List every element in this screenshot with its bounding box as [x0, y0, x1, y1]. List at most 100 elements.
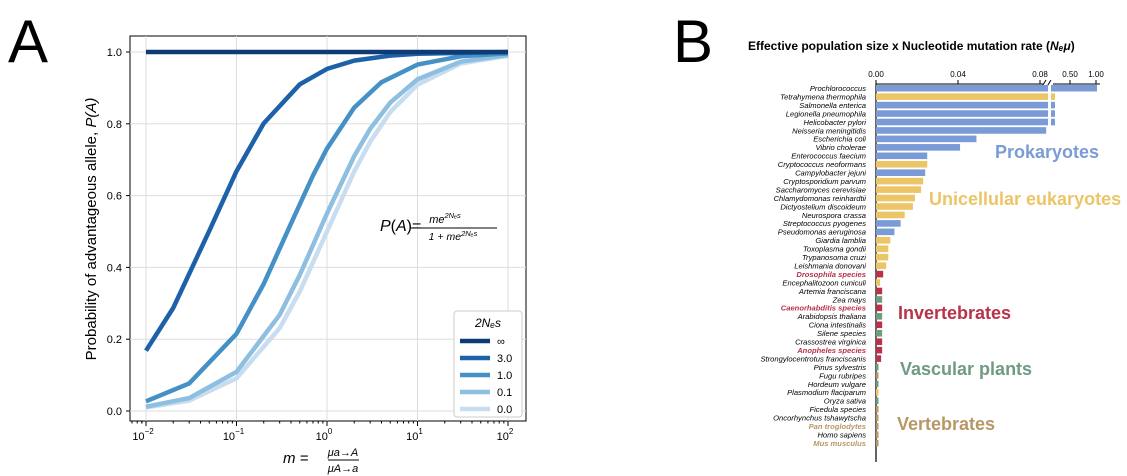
x-tick-label: 100: [316, 427, 333, 443]
x-axis-label: m = μa→A μA→a: [283, 447, 359, 475]
bar-x-tick-label: 0.00: [868, 70, 884, 79]
bar: [876, 287, 883, 295]
species-label: Oryza sativa: [824, 397, 866, 406]
bar: [876, 346, 883, 354]
x-tick-base: 10: [316, 431, 328, 443]
y-tick-label: 0.4: [107, 262, 122, 274]
legend-title: 2Nₑs: [474, 316, 501, 330]
series-line: [145, 51, 509, 404]
plot-a-series: [144, 49, 509, 410]
group-label: Invertebrates: [898, 303, 1011, 323]
species-label: Neurospora crassa: [802, 211, 866, 220]
legend-label: 0.1: [497, 387, 512, 399]
bar: [876, 84, 1048, 92]
legend: 2Nₑs ∞ 3.0 1.0 0.1 0.0: [453, 310, 523, 418]
species-label: Helicobacter pylori: [804, 118, 867, 127]
plot-a-frame: [129, 35, 527, 422]
species-label: Strongylocentrotus franciscanis: [760, 354, 866, 363]
bar: [876, 338, 883, 345]
bar: [876, 127, 1047, 134]
x-tick-base: 10: [132, 431, 144, 443]
plot-a-ticks: 0.00.20.40.60.81.010−2 10−1 100 101 102: [107, 47, 514, 443]
bar: [876, 194, 915, 202]
legend-label: 1.0: [497, 370, 512, 382]
bar: [876, 414, 879, 422]
bar: [876, 431, 879, 438]
species-label: Anopheles species: [796, 346, 866, 355]
species-label: Escherichia coli: [813, 135, 866, 144]
bar-segment: [1051, 93, 1055, 100]
x-tick-exp: −1: [235, 427, 245, 436]
species-label: Pseudomonas aeruginosa: [778, 228, 866, 237]
species-label: Fugu rubripes: [819, 371, 866, 380]
species-label: Neisseria meningitidis: [792, 126, 866, 135]
bar: [876, 211, 905, 219]
group-label: Vascular plants: [900, 359, 1032, 379]
bar: [876, 304, 883, 312]
formula-lhs: P(A)=: [380, 218, 421, 235]
species-label: Pan troglodytes: [809, 422, 866, 431]
x-tick-base: 10: [497, 431, 509, 443]
bar: [876, 220, 901, 227]
species-label: Ficedula species: [809, 405, 866, 414]
group-label: Prokaryotes: [995, 142, 1099, 162]
group-labels: Prokaryotes Unicellular eukaryotes Inverte…: [897, 142, 1121, 434]
x-axis-label-denominator: μA→a: [327, 463, 358, 475]
bar-x-tick-label: 0.50: [1062, 70, 1078, 79]
bar: [876, 135, 977, 143]
species-label: Oncorhynchus tshawytscha: [773, 414, 866, 423]
series-line: [144, 49, 509, 352]
series-line: [145, 52, 509, 409]
bar-segment: [1051, 84, 1097, 92]
species-label: Cryptococcus neoformans: [778, 160, 866, 169]
species-label: Chlamydomonas reinhardtii: [774, 194, 867, 203]
bar: [876, 380, 879, 388]
y-tick-label: 0.2: [107, 334, 122, 346]
y-tick-label: 0.8: [107, 119, 122, 131]
legend-label: ∞: [497, 336, 505, 348]
species-label: Caenorhabditis species: [781, 304, 866, 313]
legend-label: 3.0: [497, 353, 512, 365]
species-label: Enterococcus faecium: [791, 152, 866, 161]
bar: [876, 279, 881, 286]
bar: [876, 397, 879, 405]
species-label: Leishmania donovani: [794, 261, 866, 270]
bar: [876, 313, 883, 320]
bar: [876, 160, 928, 168]
bars: [876, 84, 1097, 447]
species-label: Dictyostelium discoideum: [780, 202, 866, 211]
bar: [876, 329, 883, 337]
legend-label: 0.0: [497, 404, 512, 416]
bar: [876, 101, 1048, 109]
x-tick-exp: −2: [145, 427, 155, 436]
species-label: Homo sapiens: [817, 430, 866, 439]
species-label: Cryptosporidium parvum: [783, 177, 866, 186]
bar: [876, 118, 1048, 126]
panel-a: A 0.00.20.40.60.81.010−2 10−1 100 101 102 P(…: [8, 8, 527, 475]
panel-b-title: Effective population size x Nucleotide m…: [748, 39, 1075, 53]
bar-x-tick-label: 0.08: [1032, 70, 1048, 79]
y-tick-label: 0.0: [107, 406, 122, 418]
bar: [876, 152, 928, 160]
bar-segment: [1051, 101, 1055, 109]
bar-x-tick-label: 1.00: [1088, 70, 1104, 79]
species-label: Toxoplasma gondii: [803, 245, 866, 254]
bar: [876, 253, 889, 261]
bar-segment: [1051, 118, 1055, 126]
species-label: Arabidopsis thaliana: [797, 312, 866, 321]
x-tick-label: 101: [406, 427, 423, 443]
bar-x-tick-label: 0.04: [950, 70, 966, 79]
bar: [876, 93, 1048, 100]
x-tick-label: 10−2: [132, 427, 154, 443]
species-label: Giardia lamblia: [815, 236, 866, 245]
x-tick-exp: 2: [509, 427, 514, 436]
bar: [876, 203, 913, 210]
x-tick-exp: 1: [418, 427, 423, 436]
bar: [876, 262, 887, 269]
y-tick-label: 0.6: [107, 191, 122, 203]
species-label: Crassostrea virginica: [795, 338, 866, 347]
bar: [876, 186, 922, 193]
panel-a-letter: A: [8, 8, 48, 75]
species-label: Zea mays: [832, 295, 867, 304]
